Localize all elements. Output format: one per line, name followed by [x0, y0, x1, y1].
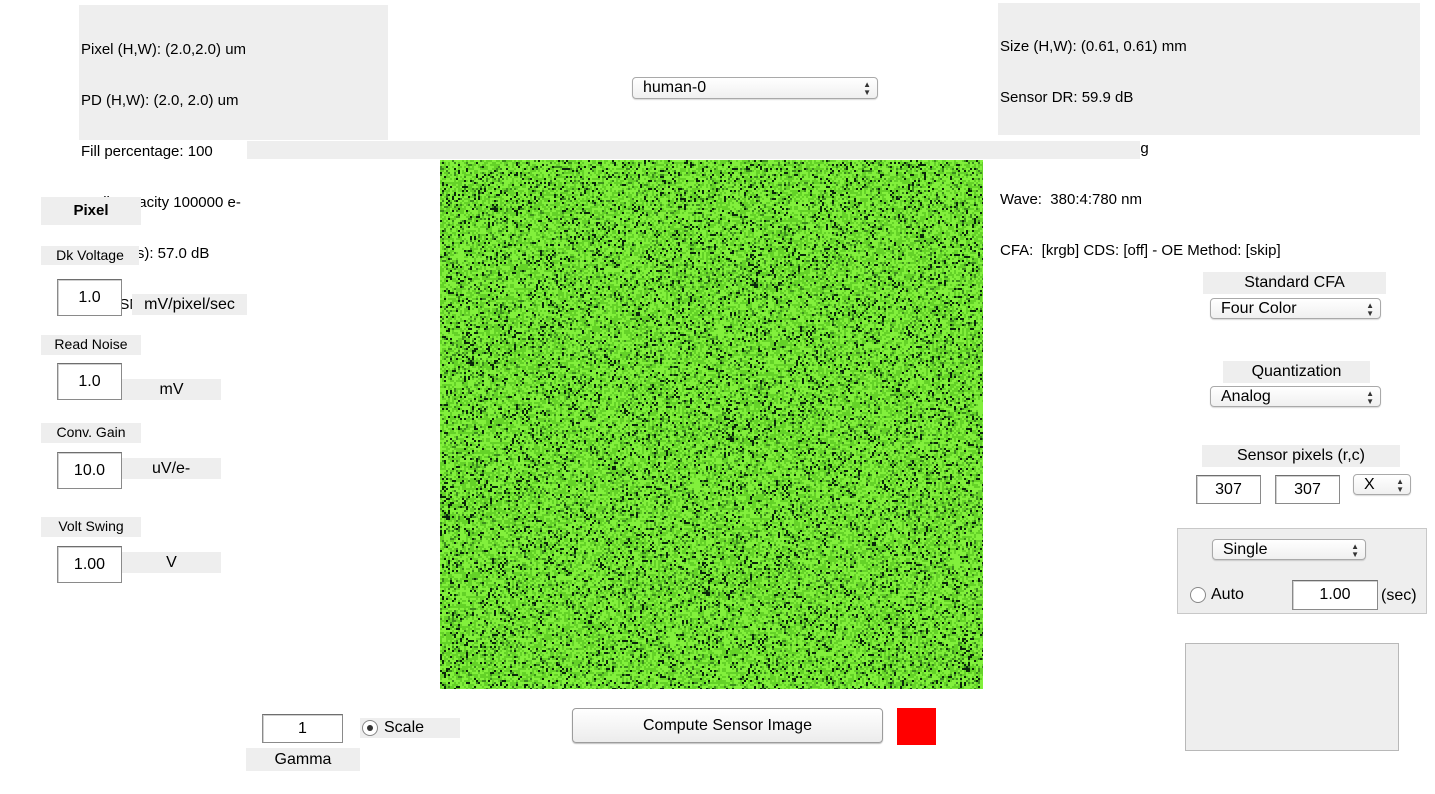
- photodetector-size-text: PD (H,W): (2.0, 2.0) um: [81, 92, 239, 109]
- scale-radio[interactable]: [362, 720, 378, 736]
- status-indicator: [897, 708, 936, 745]
- fill-percentage-text: Fill percentage: 100: [81, 143, 213, 160]
- gamma-label: Gamma: [246, 748, 360, 771]
- sensor-dr-text: Sensor DR: 59.9 dB: [1000, 89, 1134, 106]
- chevron-updown-icon: ▲ ▼: [863, 80, 871, 97]
- chevron-updown-icon: ▲ ▼: [1366, 389, 1374, 406]
- standard-cfa-label: Standard CFA: [1203, 272, 1386, 294]
- volt-swing-input[interactable]: 1.00: [57, 546, 122, 583]
- pixel-panel-title: Pixel: [41, 197, 141, 225]
- volt-swing-label: Volt Swing: [41, 517, 141, 537]
- sensor-info-panel: Size (H,W): (0.61, 0.61) mm Sensor DR: 5…: [998, 3, 1420, 259]
- size-mode-value: X: [1364, 476, 1375, 493]
- quantization-label: Quantization: [1223, 361, 1370, 383]
- dark-voltage-unit: mV/pixel/sec: [132, 294, 247, 315]
- message-bar: [247, 141, 1140, 159]
- cfa-cds-text: CFA: [krgb] CDS: [off] - OE Method: [ski…: [1000, 242, 1281, 259]
- auto-exposure-label: Auto: [1211, 586, 1244, 603]
- conv-gain-label: Conv. Gain: [41, 423, 141, 443]
- chevron-updown-icon: ▲ ▼: [1396, 477, 1404, 494]
- exposure-mode-value: Single: [1223, 541, 1268, 558]
- conv-gain-input[interactable]: 10.0: [57, 452, 122, 489]
- wavelength-text: Wave: 380:4:780 nm: [1000, 191, 1143, 208]
- cfa-dropdown-value: Four Color: [1221, 300, 1297, 317]
- exposure-panel: Single ▲ ▼ Auto 1.00 (sec): [1177, 528, 1427, 614]
- pixel-size-text: Pixel (H,W): (2.0,2.0) um: [81, 41, 247, 58]
- pixel-info-panel: Pixel (H,W): (2.0,2.0) um PD (H,W): (2.0…: [79, 5, 388, 313]
- sensor-image[interactable]: [440, 160, 983, 689]
- scale-label: Scale: [384, 719, 425, 736]
- exposure-unit-label: (sec): [1381, 587, 1417, 604]
- exposure-time-input[interactable]: 1.00: [1292, 580, 1378, 610]
- read-noise-label: Read Noise: [41, 335, 141, 355]
- conv-gain-unit: uV/e-: [122, 458, 221, 479]
- read-noise-unit: mV: [122, 379, 221, 400]
- preview-box: [1185, 643, 1399, 751]
- sensor-cols-input[interactable]: 307: [1275, 475, 1340, 504]
- quantization-dropdown[interactable]: Analog ▲ ▼: [1210, 386, 1381, 407]
- chevron-updown-icon: ▲ ▼: [1366, 301, 1374, 318]
- volt-swing-unit: V: [122, 552, 221, 573]
- exposure-mode-dropdown[interactable]: Single ▲ ▼: [1212, 539, 1366, 560]
- sensor-select-value: human-0: [643, 79, 707, 96]
- scale-checkbox-area[interactable]: Scale: [360, 718, 460, 738]
- sensor-size-text: Size (H,W): (0.61, 0.61) mm: [1000, 38, 1187, 55]
- compute-sensor-image-button[interactable]: Compute Sensor Image: [572, 708, 883, 743]
- gamma-input[interactable]: 1: [262, 714, 343, 743]
- read-noise-input[interactable]: 1.0: [57, 363, 122, 400]
- dark-voltage-input[interactable]: 1.0: [57, 279, 122, 316]
- chevron-updown-icon: ▲ ▼: [1351, 542, 1359, 559]
- sensor-rows-input[interactable]: 307: [1196, 475, 1261, 504]
- dark-voltage-label: Dk Voltage: [41, 246, 139, 265]
- auto-exposure-radio[interactable]: [1190, 587, 1206, 603]
- sensor-pixels-label: Sensor pixels (r,c): [1202, 445, 1400, 467]
- cfa-dropdown[interactable]: Four Color ▲ ▼: [1210, 298, 1381, 319]
- sensor-select-dropdown[interactable]: human-0 ▲ ▼: [632, 77, 878, 99]
- size-mode-dropdown[interactable]: X ▲ ▼: [1353, 474, 1411, 495]
- quantization-dropdown-value: Analog: [1221, 388, 1271, 405]
